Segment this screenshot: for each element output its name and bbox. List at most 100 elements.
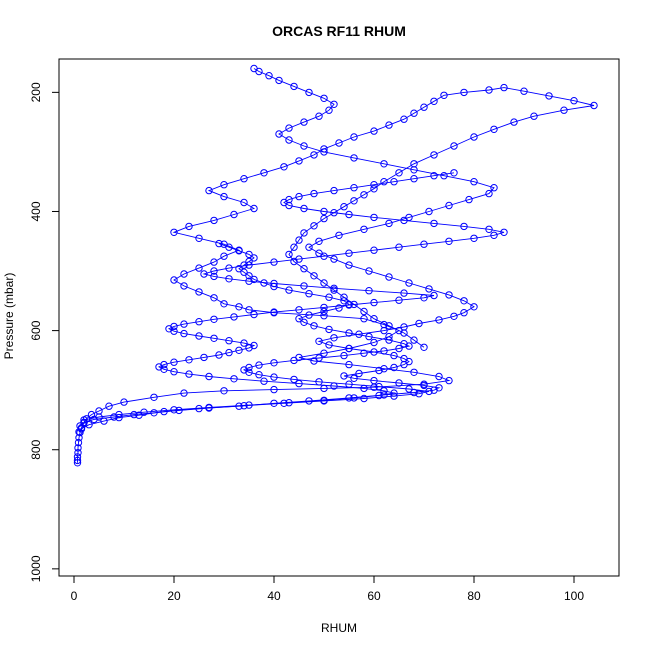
data-point [485, 189, 493, 198]
data-point [450, 169, 458, 177]
data-point [440, 91, 448, 100]
x-tick-label: 40 [267, 589, 281, 603]
data-point [470, 178, 478, 186]
data-point [400, 354, 408, 363]
data-point [240, 175, 248, 183]
data-point [330, 186, 338, 195]
data-point [365, 287, 373, 295]
data-point [170, 322, 178, 331]
data-point [445, 201, 453, 210]
data-point [425, 285, 433, 293]
data-point [225, 337, 233, 345]
series-4 [80, 169, 508, 424]
data-point [180, 320, 188, 328]
y-tick-label: 400 [29, 201, 43, 221]
data-point [180, 329, 188, 338]
data-point [73, 456, 82, 465]
data-point [370, 213, 378, 222]
data-point [75, 434, 83, 442]
data-point [170, 406, 178, 414]
data-point [360, 384, 368, 393]
data-point [330, 382, 338, 390]
data-point [460, 297, 468, 305]
data-point [150, 409, 158, 417]
data-point [410, 336, 418, 344]
data-point [370, 185, 378, 193]
data-point [460, 222, 468, 231]
data-point [205, 372, 213, 381]
data-point [385, 273, 393, 281]
data-point [210, 315, 218, 323]
data-point [300, 204, 308, 213]
data-point [180, 282, 188, 290]
data-point [170, 276, 178, 284]
y-axis: 200 400 600 800 1000 [29, 82, 59, 582]
data-point [390, 178, 398, 186]
data-point [225, 243, 233, 251]
data-point [320, 94, 328, 103]
data-point [210, 258, 218, 266]
data-point [330, 255, 338, 263]
data-point [340, 203, 348, 211]
data-point [245, 363, 253, 372]
data-point [285, 136, 293, 144]
data-point [215, 239, 223, 248]
data-point [245, 250, 253, 259]
data-point [340, 297, 348, 305]
data-point [420, 294, 428, 302]
data-point [250, 310, 258, 319]
data-point [365, 332, 373, 341]
data-point [420, 381, 428, 390]
data-point [380, 326, 388, 335]
data-point [225, 275, 233, 283]
data-point [465, 195, 473, 204]
data-point [370, 181, 378, 189]
data-point [220, 300, 228, 308]
x-tick-label: 80 [467, 589, 481, 603]
series-1 [73, 83, 598, 467]
data-point [170, 228, 178, 237]
data-point [340, 351, 348, 360]
data-point [445, 291, 453, 299]
data-point [260, 169, 268, 177]
data-point [230, 313, 238, 321]
data-point [320, 396, 328, 404]
chart-title: ORCAS RF11 RHUM [272, 23, 406, 39]
data-point [310, 189, 318, 198]
data-point [285, 286, 293, 294]
data-point [445, 376, 453, 385]
data-point [500, 83, 508, 92]
data-point [380, 347, 388, 355]
data-point [300, 229, 308, 237]
data-point [425, 387, 433, 396]
data-point [200, 270, 208, 278]
data-point [295, 306, 303, 314]
data-point [460, 309, 468, 317]
data-point [160, 360, 168, 369]
data-point [285, 124, 293, 132]
data-point [350, 154, 358, 162]
data-point [195, 288, 203, 296]
data-point [410, 368, 418, 376]
data-point [300, 142, 308, 150]
data-point [345, 261, 353, 269]
data-point [180, 270, 188, 278]
data-point [200, 353, 208, 362]
x-tick-label: 20 [167, 589, 181, 603]
data-point [245, 261, 253, 269]
data-point [74, 449, 82, 457]
data-point [365, 267, 373, 275]
data-point [335, 231, 343, 240]
data-point [120, 398, 128, 406]
data-point [500, 228, 508, 237]
data-point [295, 192, 303, 201]
data-point [325, 325, 333, 334]
data-point [340, 372, 348, 380]
data-point [170, 358, 178, 366]
data-point [370, 246, 378, 254]
data-point [430, 219, 438, 228]
data-point [420, 240, 428, 248]
data-point [250, 254, 258, 262]
data-point [95, 413, 103, 421]
data-point [435, 384, 443, 392]
